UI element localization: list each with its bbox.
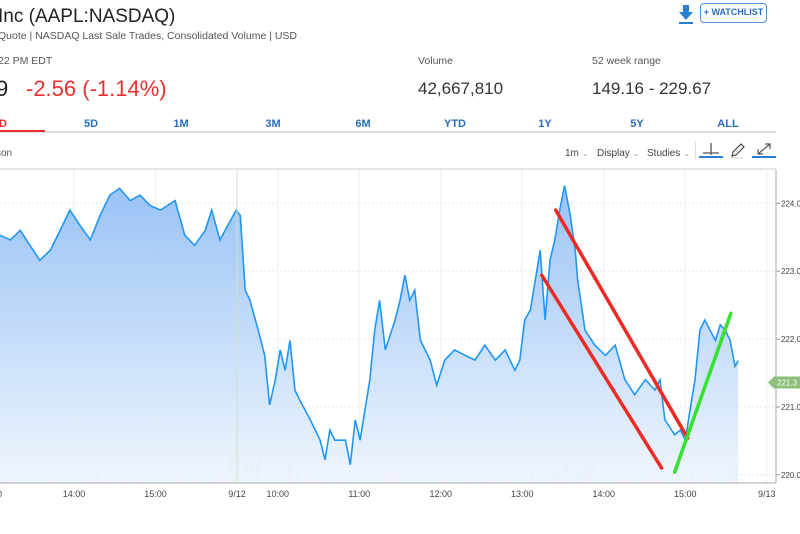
- x-tick-label: 9/12: [228, 489, 246, 499]
- studies-label: Studies: [647, 148, 681, 159]
- tab-all[interactable]: ALL: [717, 118, 739, 130]
- tab-ytd[interactable]: YTD: [444, 118, 466, 130]
- display-dropdown[interactable]: Display ⌄: [597, 148, 640, 159]
- tab-6m[interactable]: 6M: [355, 118, 371, 130]
- quote-source: Quote | NASDAQ Last Sale Trades, Consoli…: [0, 30, 298, 42]
- trendline-red: [540, 273, 664, 470]
- x-tick-label: 15:00: [144, 489, 167, 499]
- download-icon[interactable]: [678, 4, 694, 24]
- tab-5d[interactable]: 5D: [83, 118, 99, 130]
- last-price-badge: [768, 376, 800, 389]
- y-tick-label: 220.00: [781, 471, 800, 480]
- active-tab-indicator: [0, 130, 45, 132]
- volume-label: Volume: [418, 55, 454, 67]
- x-tick-label: 12:00: [429, 489, 452, 499]
- add-watchlist-button[interactable]: + WATCHLIST: [700, 3, 767, 23]
- quote-time: 22 PM EDT: [0, 55, 53, 67]
- x-tick-label: 0: [0, 489, 2, 499]
- x-tick-label: 10:00: [266, 489, 289, 499]
- tab-5y[interactable]: 5Y: [630, 118, 644, 130]
- trendline-green: [672, 311, 733, 474]
- x-tick-label: 9/13: [758, 489, 776, 499]
- range-value: 149.16 - 229.67: [592, 79, 712, 98]
- x-tick-label: 15:00: [674, 489, 697, 499]
- price-area: [0, 185, 739, 483]
- page-title: Inc (AAPL:NASDAQ): [0, 6, 176, 27]
- last-price-label: 221.3: [777, 379, 798, 388]
- x-tick-label: 14:00: [592, 489, 615, 499]
- x-tick-label: 11:00: [348, 489, 370, 499]
- tab-3m[interactable]: 3M: [265, 118, 281, 130]
- toolbar-divider: [695, 141, 696, 159]
- studies-dropdown[interactable]: Studies ⌄: [647, 148, 690, 159]
- y-tick-label: 223.00: [781, 267, 800, 276]
- chevron-down-icon: ⌄: [632, 149, 640, 158]
- price-chart[interactable]: 224.00 223.00 222.00 221.00 220.00 14:00 15:00…: [0, 168, 800, 508]
- y-tick-label: 224.00: [781, 199, 800, 208]
- tab-d[interactable]: D: [0, 118, 7, 130]
- price-line: [0, 185, 739, 465]
- draw-pencil-icon[interactable]: [729, 141, 747, 164]
- range-label: 52 week range: [592, 55, 661, 67]
- x-tick-label: 14:00: [63, 489, 86, 499]
- y-tick-label: 222.00: [781, 335, 800, 344]
- chevron-down-icon: ⌄: [683, 149, 691, 158]
- last-price: 9: [0, 76, 9, 101]
- volume-value: 42,667,810: [418, 79, 504, 98]
- expand-icon[interactable]: [752, 141, 776, 164]
- price-change: -2.56 (-1.14%): [26, 76, 167, 101]
- x-tick-label: 13:00: [511, 489, 534, 499]
- y-tick-label: 221.00: [781, 403, 800, 412]
- tab-1y[interactable]: 1Y: [538, 118, 552, 130]
- tabs-divider: [0, 131, 776, 133]
- interval-dropdown[interactable]: 1m ⌄: [565, 148, 589, 159]
- tab-1m[interactable]: 1M: [173, 118, 189, 130]
- interval-label: 1m: [565, 148, 579, 159]
- display-label: Display: [597, 148, 630, 159]
- trendline-red: [553, 208, 690, 440]
- comparison-label[interactable]: son: [0, 148, 13, 159]
- chevron-down-icon: ⌄: [581, 149, 589, 158]
- crosshair-icon[interactable]: [699, 141, 723, 164]
